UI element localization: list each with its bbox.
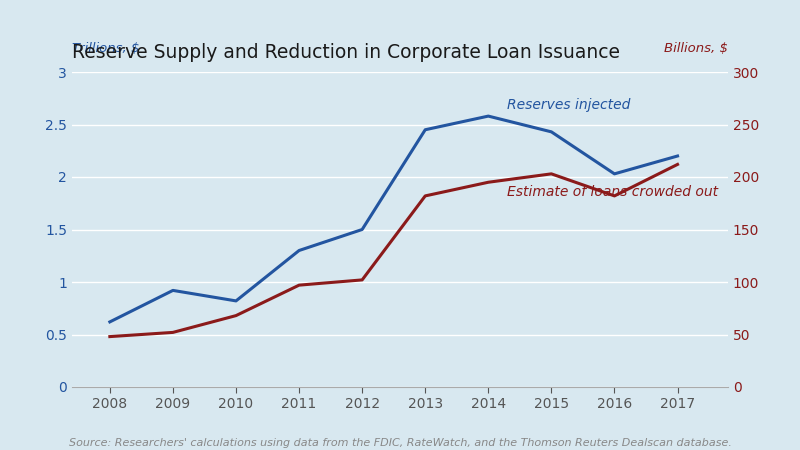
Text: Source: Researchers' calculations using data from the FDIC, RateWatch, and the T: Source: Researchers' calculations using … bbox=[69, 437, 731, 447]
Text: Reserves injected: Reserves injected bbox=[507, 98, 630, 112]
Text: Estimate of loans crowded out: Estimate of loans crowded out bbox=[507, 185, 718, 199]
Text: Reserve Supply and Reduction in Corporate Loan Issuance: Reserve Supply and Reduction in Corporat… bbox=[72, 43, 620, 62]
Text: Billions, $: Billions, $ bbox=[664, 42, 728, 55]
Text: Trillions, $: Trillions, $ bbox=[72, 42, 139, 55]
